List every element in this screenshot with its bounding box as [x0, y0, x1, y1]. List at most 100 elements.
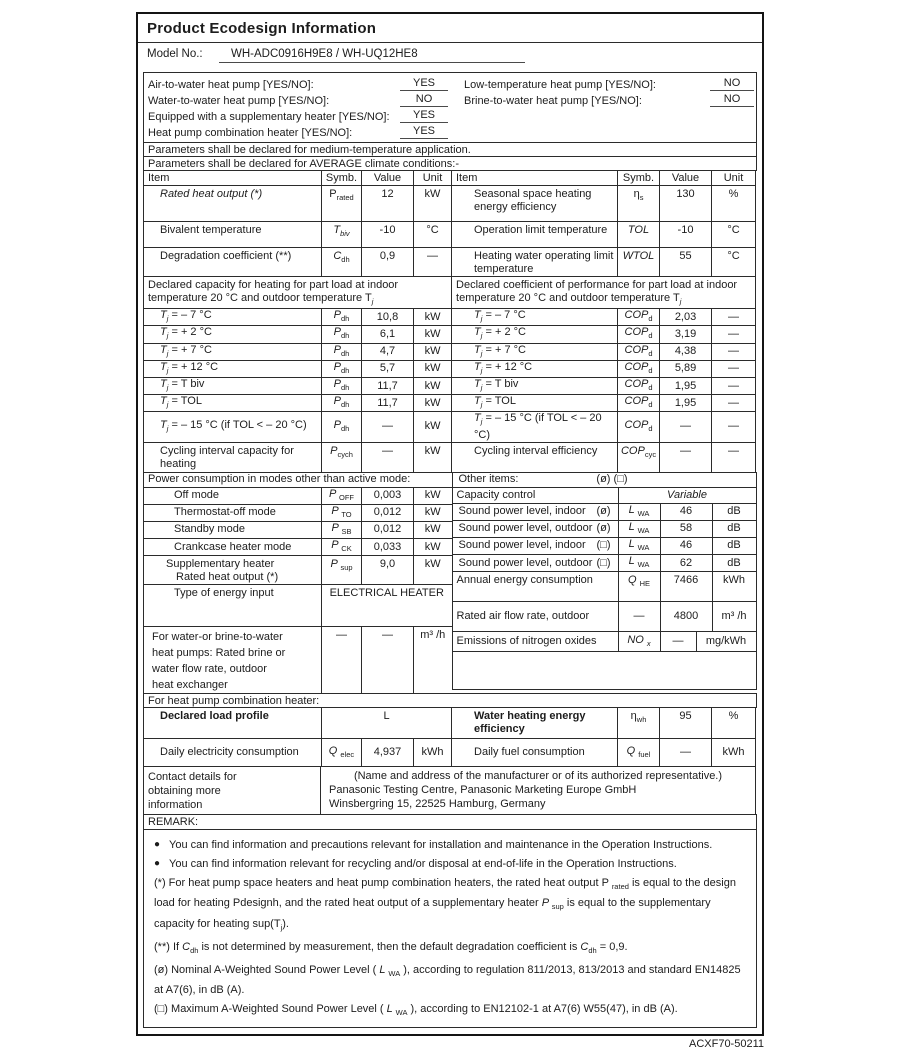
item-cell: Tj = T biv	[143, 376, 322, 396]
document-code: ACXF70-50211	[688, 1038, 764, 1050]
combination-heater-header: For heat pump combination heater:	[143, 693, 757, 709]
table-row: Crankcase heater mode P CK 0,033 kW	[143, 538, 452, 557]
heat-pump-type-box: Air-to-water heat pump [YES/NO]: YES Wate…	[143, 72, 757, 143]
table-row: Tj = TOL Pdh 11,7 kW Tj = TOL COPd 1,95 …	[143, 394, 757, 413]
symb-cell: Tbiv	[321, 221, 362, 248]
value-cell: —	[361, 441, 414, 473]
yesno-row: Equipped with a supplementary heater [YE…	[144, 108, 450, 123]
unit-cell: —	[711, 376, 757, 396]
value-cell: 55	[659, 247, 712, 277]
unit-cell: %	[711, 185, 756, 222]
value-cell: 0,012	[361, 503, 414, 522]
declaration-average-climate: Parameters shall be declared for AVERAGE…	[143, 156, 757, 171]
unit-cell: —	[711, 325, 757, 344]
table-row: For water-or brine-to-water heat pumps: …	[143, 626, 452, 695]
value-cell: 130	[659, 185, 712, 222]
nominal-mark: (ø)	[596, 522, 611, 535]
value-cell: 4,38	[659, 342, 713, 361]
bullet-icon: ●	[154, 858, 161, 870]
symb-cell: COPd	[617, 411, 661, 443]
unit-cell: kW	[413, 185, 452, 222]
unit-cell: —	[711, 342, 757, 361]
item-cell: Sound power level, indoor (□)	[451, 536, 619, 556]
item-cell: Emissions of nitrogen oxides	[451, 631, 619, 653]
address-caption: (Name and address of the manufacturer or…	[353, 770, 723, 783]
symb-cell: P sup	[321, 555, 362, 586]
table-row: Tj = + 12 °C Pdh 5,7 kW Tj = + 12 °C COP…	[143, 359, 757, 378]
unit-cell: kW	[413, 538, 452, 557]
table-row	[451, 651, 757, 691]
item-cell: Tj = TOL	[143, 394, 322, 413]
value-cell: 46	[659, 502, 713, 521]
symb-cell: COPd	[617, 325, 661, 344]
energy-input-type-cell: ELECTRICAL HEATER	[321, 584, 452, 628]
value-cell: 11,7	[361, 394, 414, 413]
symb-cell: ηs	[617, 185, 660, 222]
item-cell: Tj = + 2 °C	[451, 325, 619, 344]
symb-cell: —	[321, 626, 362, 695]
unit-cell: dB	[711, 502, 757, 521]
item-cell: Tj = + 7 °C	[143, 342, 322, 361]
value-cell: —	[659, 738, 713, 768]
yesno-label: Heat pump combination heater [YES/NO]:	[148, 127, 353, 139]
value-cell: —	[659, 441, 713, 473]
yesno-value: YES	[400, 109, 448, 123]
yesno-row: Low-temperature heat pump [YES/NO]: NO	[460, 76, 756, 91]
symb-cell: COPd	[617, 359, 661, 378]
other-items-header: Other items: (ø) (□)	[451, 471, 757, 488]
symb-cell: Q fuel	[617, 738, 661, 768]
symb-cell: L WA	[617, 519, 661, 538]
unit-cell: kW	[413, 520, 452, 540]
value-cell: -10	[361, 221, 414, 248]
value-cell: 46	[659, 536, 713, 556]
value-cell: 0,012	[361, 520, 414, 540]
item-cell: Tj = – 7 °C	[143, 308, 322, 327]
table-row: Tj = T biv Pdh 11,7 kW Tj = T biv COPd 1…	[143, 376, 757, 396]
item-cell: Rated air flow rate, outdoor	[451, 601, 619, 633]
symb-cell: NO x	[617, 631, 661, 653]
yesno-label: Brine-to-water heat pump [YES/NO]:	[464, 95, 642, 107]
item-cell: Crankcase heater mode	[143, 538, 322, 557]
supp-heater-label: Supplementary heater	[166, 558, 275, 571]
symb-cell: COPd	[617, 342, 661, 361]
yesno-value: NO	[400, 93, 448, 107]
unit-cell: —	[711, 394, 757, 413]
col-header-value: Value	[659, 170, 712, 186]
unit-cell: kW	[413, 503, 452, 522]
item-cell: Cycling interval capacity for heating	[143, 441, 322, 473]
symb-cell: P OFF	[321, 486, 362, 505]
table-row: Standby mode P SB 0,012 kW	[143, 520, 452, 540]
table-row: Sound power level, outdoor (□) L WA 62 dB	[451, 554, 757, 573]
unit-cell: dB	[711, 554, 757, 573]
item-cell: Tj = + 7 °C	[451, 342, 619, 361]
unit-cell: kW	[412, 411, 453, 443]
item-cell: Operation limit temperature	[451, 221, 618, 248]
unit-cell: dB	[711, 536, 757, 556]
symb-cell: ηwh	[617, 707, 661, 740]
item-cell: Bivalent temperature	[143, 221, 322, 248]
footnote-maximum-sound: (□) Maximum A-Weighted Sound Power Level…	[154, 1003, 678, 1018]
item-cell: Thermostat-off mode	[143, 503, 322, 522]
empty-cell	[451, 651, 757, 691]
unit-cell: kW	[412, 359, 453, 378]
remark-header: REMARK:	[143, 814, 757, 831]
yesno-label: Air-to-water heat pump [YES/NO]:	[148, 79, 314, 91]
table-row: Tj = – 7 °C Pdh 10,8 kW Tj = – 7 °C COPd…	[143, 308, 757, 327]
col-header-item: Item	[143, 170, 322, 186]
value-cell: 0,003	[361, 486, 414, 505]
table-row: Rated air flow rate, outdoor — 4800 m³ /…	[451, 601, 757, 633]
value-cell: 3,19	[659, 325, 713, 344]
item-cell: Tj = – 15 °C (if TOL < – 20 °C)	[143, 411, 322, 443]
table-row: Rated heat output (*) Prated 12 kW Seaso…	[143, 185, 756, 222]
footnote-degradation: (**) If Cdh is not determined by measure…	[154, 940, 628, 955]
unit-cell: °C	[711, 247, 756, 277]
yesno-row: Water-to-water heat pump [YES/NO]: NO	[144, 92, 450, 107]
symb-cell: WTOL	[617, 247, 660, 277]
item-cell: Rated heat output (*)	[143, 185, 322, 222]
unit-cell: dB	[711, 519, 757, 538]
unit-cell: m³ /h	[413, 626, 452, 695]
item-cell: Off mode	[143, 486, 322, 505]
symb-cell: Prated	[321, 185, 362, 222]
unit-cell: kWh	[711, 738, 757, 768]
col-header-unit: Unit	[711, 170, 756, 186]
